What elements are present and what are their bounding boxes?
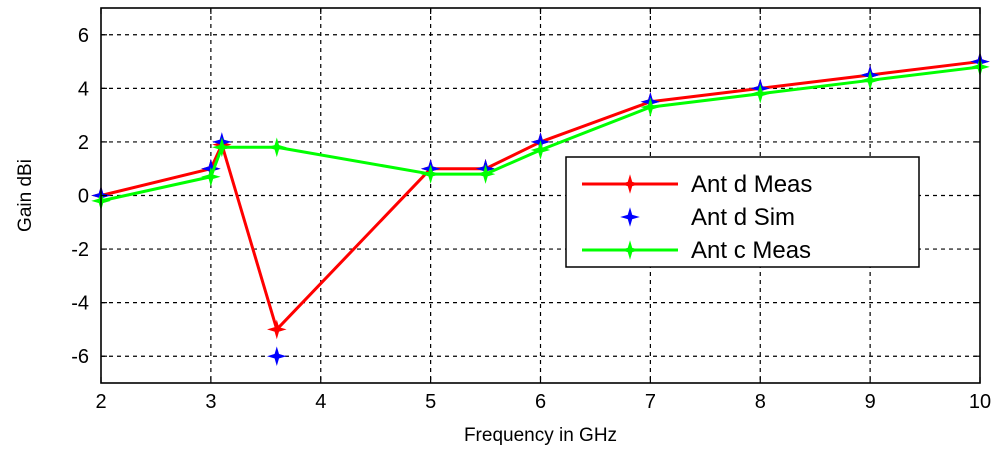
legend-entry: Ant d Meas xyxy=(582,171,812,198)
data-point xyxy=(530,140,551,160)
x-tick-label: 2 xyxy=(95,391,106,413)
data-point xyxy=(860,70,880,91)
legend-entry: Ant d Sim xyxy=(620,204,795,231)
legend-label: Ant c Meas xyxy=(691,237,811,264)
y-axis-title: Gain dBi xyxy=(15,159,36,232)
x-tick-label: 6 xyxy=(535,391,546,413)
tick-layer: 2 3 4 5 6 7 8 9 10 -6 -4 -2 0 2 4 6 xyxy=(71,8,991,413)
data-point xyxy=(267,346,287,366)
series-ant-c-meas xyxy=(91,57,990,211)
x-tick-label: 8 xyxy=(755,391,766,413)
y-tick-label: 6 xyxy=(78,25,89,47)
y-tick-label: -2 xyxy=(71,239,89,261)
data-point xyxy=(212,137,232,158)
legend-marker-sample xyxy=(620,207,640,227)
data-point xyxy=(750,83,771,104)
data-point xyxy=(475,164,496,184)
y-tick-label: 0 xyxy=(78,186,89,208)
data-point xyxy=(640,97,661,117)
legend: Ant d Meas Ant d Sim Ant c Meas xyxy=(565,156,920,268)
legend-entry: Ant c Meas xyxy=(582,237,811,264)
legend-marker-sample xyxy=(620,174,640,194)
x-tick-label: 4 xyxy=(315,391,326,413)
data-point xyxy=(267,319,287,340)
y-tick-label: 4 xyxy=(78,78,89,100)
legend-marker-sample xyxy=(620,240,640,260)
data-point xyxy=(201,166,221,187)
grid-layer xyxy=(101,8,980,383)
legend-label: Ant d Sim xyxy=(691,204,795,231)
legend-label: Ant d Meas xyxy=(691,171,812,198)
x-axis-title: Frequency in GHz xyxy=(464,425,617,445)
x-tick-label: 9 xyxy=(865,391,876,413)
x-tick-label: 7 xyxy=(645,391,656,413)
data-point xyxy=(267,137,287,158)
y-tick-label: -4 xyxy=(71,293,89,315)
x-tick-label: 10 xyxy=(969,391,991,413)
x-tick-label: 3 xyxy=(205,391,216,413)
data-point xyxy=(420,164,441,184)
y-tick-label: -6 xyxy=(71,346,89,368)
x-tick-label: 5 xyxy=(425,391,436,413)
y-tick-label: 2 xyxy=(78,132,89,154)
